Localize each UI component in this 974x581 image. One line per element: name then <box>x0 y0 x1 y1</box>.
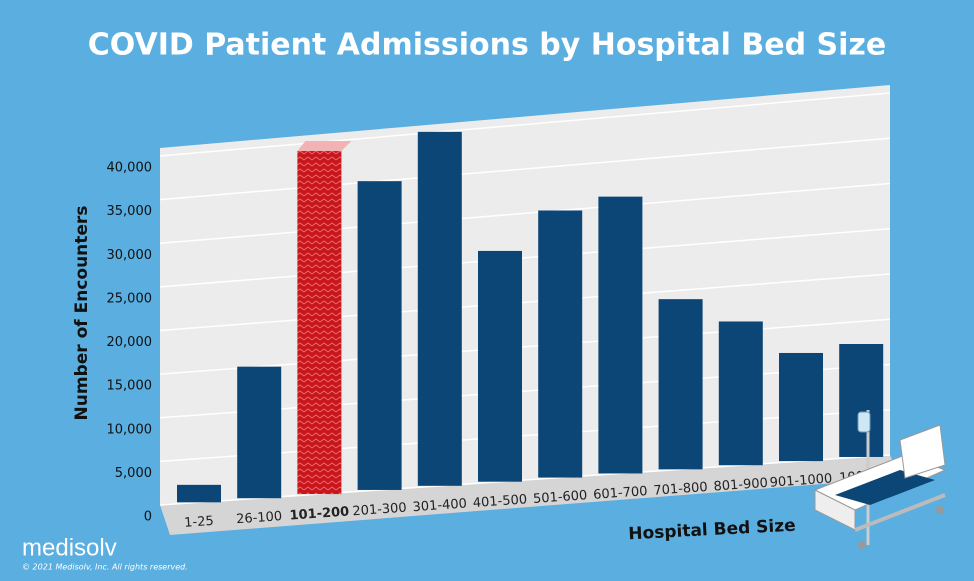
bar-pattern <box>297 151 342 495</box>
bar <box>357 181 402 490</box>
bar <box>177 484 221 503</box>
bar <box>417 131 462 486</box>
bar <box>839 344 884 457</box>
bar <box>237 366 282 499</box>
y-tick-label: 35,000 <box>107 204 153 219</box>
x-tick-label: 201-300 <box>352 501 407 520</box>
bar <box>779 352 823 462</box>
chart-title: COVID Patient Admissions by Hospital Bed… <box>88 28 886 63</box>
y-tick-label: 10,000 <box>107 422 153 437</box>
x-tick-label: 801-900 <box>713 476 768 495</box>
bar <box>538 210 583 478</box>
x-tick-label: 26-100 <box>236 509 283 527</box>
grid-line <box>159 273 891 332</box>
grid-line <box>159 137 891 201</box>
x-axis-label: Hospital Bed Size <box>628 516 796 545</box>
bar-top <box>297 141 352 152</box>
y-axis-label: Number of Encounters <box>72 206 92 421</box>
copyright: © 2021 Medisolv, Inc. All rights reserve… <box>22 563 188 572</box>
y-tick-label: 25,000 <box>107 291 153 306</box>
x-tick-label: 1-25 <box>184 514 214 531</box>
grid-line <box>159 182 891 244</box>
bar <box>658 299 703 470</box>
x-tick-label: 401-500 <box>472 492 527 511</box>
x-tick-label: 301-400 <box>412 496 467 515</box>
x-tick-label: 901-1000 <box>769 471 832 490</box>
floor <box>160 455 900 535</box>
bar <box>478 250 522 482</box>
y-tick-label: 15,000 <box>107 379 153 394</box>
logo: medisolv © 2021 Medisolv, Inc. All right… <box>22 534 188 571</box>
y-tick-label: 40,000 <box>107 161 153 176</box>
y-tick-label: 5,000 <box>115 466 152 481</box>
y-tick-label: 30,000 <box>107 248 153 263</box>
grid-line <box>159 363 891 419</box>
grid-line <box>159 228 891 288</box>
grid-line <box>159 92 891 157</box>
y-tick-label: 20,000 <box>107 335 153 350</box>
y-tick-label: 0 <box>144 510 152 525</box>
x-tick-label: 601-700 <box>593 484 648 503</box>
back-wall <box>160 85 890 505</box>
x-tick-label: 701-800 <box>653 480 708 499</box>
grid-line <box>159 454 891 506</box>
x-tick-label: 101-200 <box>289 505 350 524</box>
bed-icon <box>813 410 947 549</box>
grid-line <box>159 318 891 375</box>
bar <box>718 321 763 466</box>
bar <box>598 196 643 474</box>
logo-text: medisolv <box>22 534 117 561</box>
grid-line <box>159 408 891 463</box>
x-tick-label: 501-600 <box>533 488 588 507</box>
